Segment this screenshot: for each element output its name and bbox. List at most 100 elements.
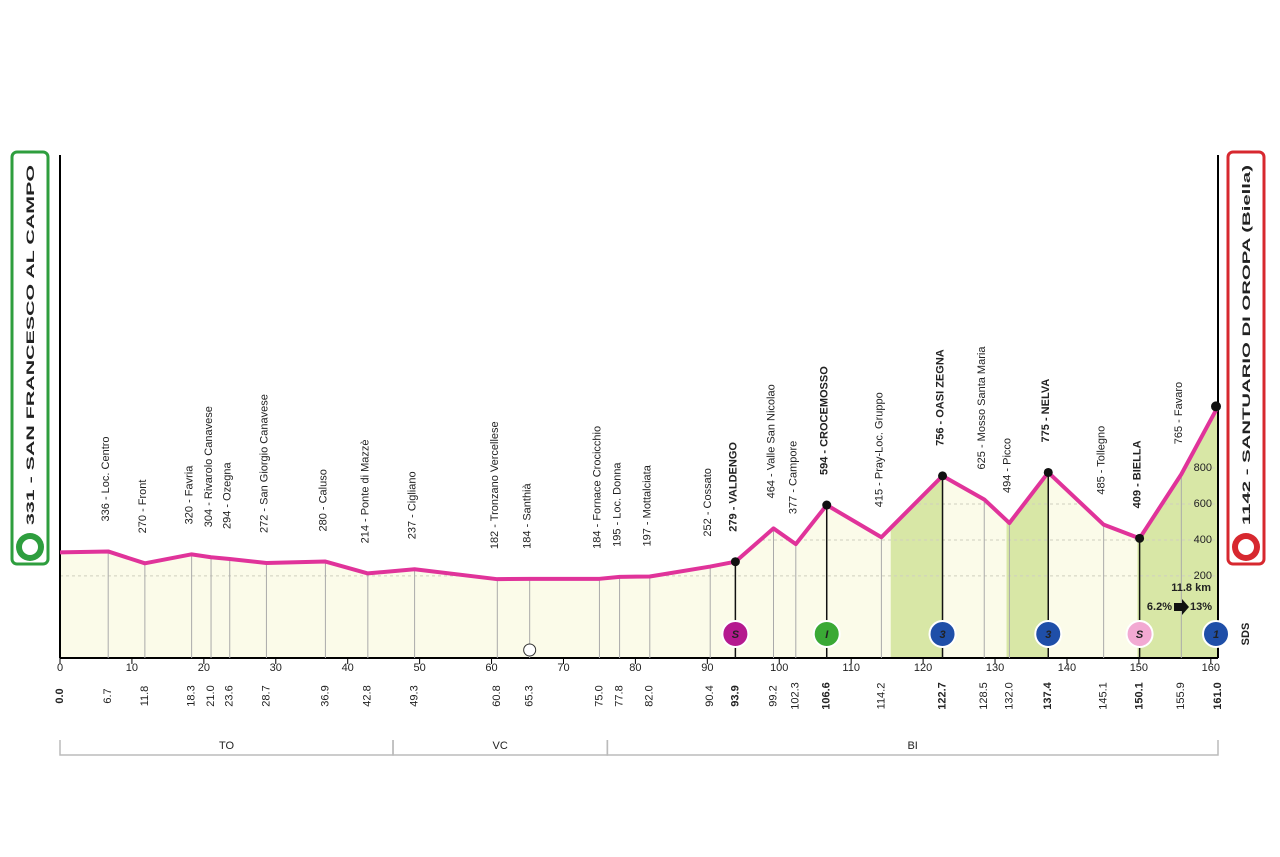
x-tick-label: 10	[126, 662, 138, 674]
x-tick-label: 80	[629, 662, 641, 674]
waypoint-dot	[938, 471, 948, 481]
km-label: 106.6	[821, 682, 833, 710]
badge	[812, 620, 841, 648]
x-tick-label: 110	[842, 662, 860, 674]
waypoint-label: 182 - Tronzano Vercellese	[489, 421, 501, 549]
km-label: 93.9	[729, 685, 741, 706]
km-label: 137.4	[1042, 681, 1054, 709]
waypoint-label: 294 - Ozegna	[222, 461, 234, 529]
waypoint-label: 272 - San Giorgio Canavese	[258, 394, 270, 533]
profile-line	[59, 405, 1220, 582]
waypoint-label: 270 - Front	[137, 480, 149, 534]
brand: SDS	[1240, 623, 1252, 646]
badge-label: 1	[1213, 629, 1219, 641]
km-label: 122.7	[936, 682, 948, 710]
badge-label: I	[825, 629, 829, 641]
badge-label: 3	[1045, 629, 1051, 641]
km-label: 42.8	[362, 685, 374, 706]
waypoint-label: 184 - Fornace Crocicchio	[591, 426, 603, 549]
x-tick-label: 50	[414, 662, 426, 674]
y-tick-label: 200	[1194, 570, 1212, 582]
waypoint-dot	[1135, 533, 1145, 543]
province-label: TO	[219, 740, 235, 752]
x-tick-label: 150	[1130, 662, 1148, 674]
stage-icon-inner	[22, 539, 38, 555]
waypoint-label: 320 - Favria	[184, 465, 196, 525]
km-label: 155.9	[1175, 682, 1187, 710]
waypoint-label: 494 - Picco	[1001, 438, 1013, 493]
km-label: 23.6	[224, 685, 236, 706]
km-label: 114.2	[875, 683, 887, 710]
stage-box	[10, 150, 50, 566]
badge	[1125, 620, 1154, 648]
waypoint-label: 377 - Campore	[788, 441, 800, 514]
x-tick-label: 70	[557, 662, 569, 674]
waypoint-label: 280 - Caluso	[317, 469, 329, 531]
km-label: 21.0	[205, 685, 217, 706]
waypoint-label: 252 - Cossato	[702, 468, 714, 536]
badge	[721, 620, 750, 648]
stage-box	[1226, 150, 1266, 566]
km-label: 128.5	[978, 682, 990, 710]
x-tick-label: 40	[342, 662, 354, 674]
waypoint-label: 237 - Cigliano	[406, 471, 418, 539]
km-label: 102.3	[790, 682, 802, 710]
km-label: 132.0	[1003, 682, 1015, 710]
province-label: VC	[493, 740, 508, 752]
finish-climb-max: 13%	[1190, 601, 1212, 613]
waypoint-dot	[822, 500, 832, 510]
waypoint-label: 594 - CROCEMOSSO	[819, 366, 831, 475]
waypoint-label: 336 - Loc. Centro	[100, 436, 112, 521]
badge	[1202, 620, 1230, 648]
stage-icon-inner	[1238, 539, 1254, 555]
km-label: 82.0	[644, 685, 656, 706]
km-label: 36.9	[319, 685, 331, 706]
waypoint-label: 625 - Mosso Santa Maria	[976, 346, 988, 470]
x-tick-label: 140	[1058, 662, 1076, 674]
badge	[928, 620, 957, 648]
finish-dot	[1211, 401, 1221, 412]
waypoint-label: 765 - Favaro	[1173, 382, 1185, 444]
badge	[1034, 620, 1063, 648]
km-label: 150.1	[1134, 682, 1146, 710]
waypoint-label: 485 - Tollegno	[1096, 426, 1108, 495]
x-tick-label: 90	[701, 662, 713, 674]
y-tick-label: 400	[1194, 534, 1212, 546]
finish-climb-avg: 6.2%	[1147, 601, 1172, 613]
km-label: 75.0	[593, 685, 605, 706]
km-label: 18.3	[186, 685, 198, 706]
finish-climb-arrow	[1174, 599, 1189, 615]
x-tick-label: 0	[57, 662, 63, 674]
stage-label: 331 - SAN FRANCESCO AL CAMPO	[25, 164, 37, 525]
km-label: 161.0	[1212, 682, 1224, 710]
waypoint-label: 304 - Rivarolo Canavese	[203, 406, 215, 527]
km-label: 145.1	[1098, 682, 1110, 710]
waypoint-label: 214 - Ponte di Mazzè	[360, 439, 372, 543]
x-tick-label: 100	[770, 662, 788, 674]
waypoint-label: 195 - Loc. Donna	[611, 462, 623, 547]
waypoint-label: 756 - OASI ZEGNA	[934, 349, 946, 446]
badge-label: S	[1136, 629, 1144, 641]
km-label: 77.8	[613, 685, 625, 706]
waypoint-dot	[1043, 467, 1053, 477]
waypoint-label: 279 - VALDENGO	[727, 442, 739, 532]
km-label: 11.8	[139, 686, 151, 707]
km-label: 90.4	[704, 685, 716, 706]
km-label: 0.0	[54, 688, 66, 703]
km-label: 49.3	[408, 685, 420, 706]
waypoint-label: 184 - Santhià	[522, 482, 534, 548]
waypoint-label: 409 - BIELLA	[1132, 440, 1144, 508]
stage-label: 1142 - SANTUARIO DI OROPA (Biella)	[1241, 164, 1253, 525]
km-label: 28.7	[260, 685, 272, 706]
waypoint-label: 775 - NELVA	[1040, 379, 1052, 443]
waypoint-label: 197 - Mottalciata	[642, 464, 654, 546]
km-label: 99.2	[767, 685, 779, 706]
y-tick-label: 800	[1194, 462, 1212, 474]
x-tick-label: 120	[914, 662, 932, 674]
x-tick-label: 20	[198, 662, 210, 674]
y-tick-label: 600	[1194, 498, 1212, 510]
waypoint-dot	[730, 557, 740, 567]
km-label: 6.7	[102, 688, 114, 703]
province-label: BI	[907, 740, 917, 752]
